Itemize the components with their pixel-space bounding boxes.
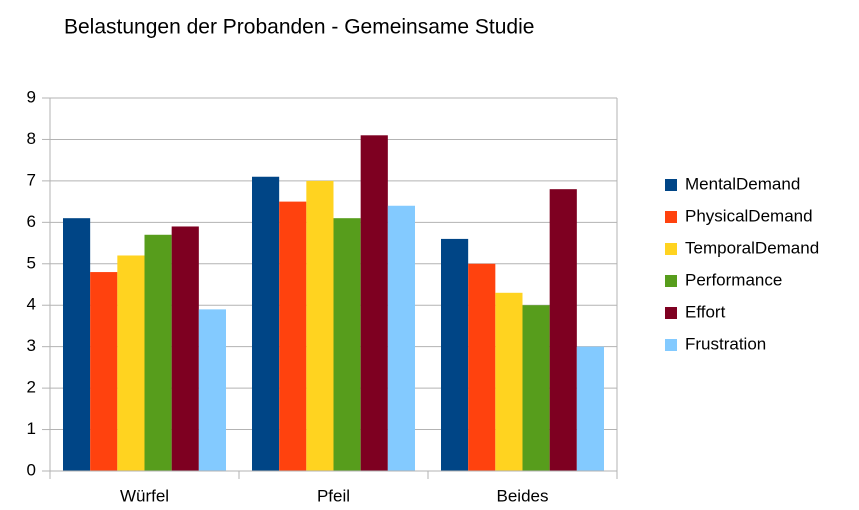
y-tick-label: 6 [27, 212, 36, 231]
y-tick-label: 9 [27, 87, 36, 106]
legend-swatch [665, 179, 677, 191]
y-tick-label: 4 [27, 295, 36, 314]
bar [171, 226, 199, 471]
bar [144, 234, 172, 471]
bar [441, 238, 469, 471]
x-tick-label: Pfeil [317, 486, 350, 505]
legend-label: Performance [685, 270, 782, 289]
bar [252, 176, 280, 471]
y-tick-label: 5 [27, 253, 36, 272]
y-tick-label: 2 [27, 378, 36, 397]
bar [198, 309, 226, 471]
legend-label: PhysicalDemand [685, 206, 813, 225]
legend-swatch [665, 307, 677, 319]
x-tick-label: Würfel [120, 486, 169, 505]
bar [522, 305, 550, 471]
chart-title: Belastungen der Probanden - Gemeinsame S… [64, 16, 534, 39]
bar [360, 135, 388, 472]
bar [549, 189, 577, 471]
legend-label: TemporalDemand [685, 238, 819, 257]
bar [63, 218, 91, 471]
legend-label: MentalDemand [685, 174, 800, 193]
bar [117, 255, 145, 471]
bar [279, 201, 307, 471]
x-tick-label: Beides [497, 486, 549, 505]
bar [468, 263, 496, 471]
legend-swatch [665, 275, 677, 287]
legend-swatch [665, 211, 677, 223]
bar [495, 292, 523, 471]
bar [387, 205, 415, 471]
bar [333, 218, 361, 471]
bar [576, 346, 604, 471]
legend-swatch [665, 243, 677, 255]
y-tick-label: 3 [27, 336, 36, 355]
y-tick-label: 8 [27, 129, 36, 148]
y-tick-label: 0 [27, 460, 36, 479]
bar [90, 272, 118, 471]
legend-label: Effort [685, 302, 726, 321]
legend-label: Frustration [685, 334, 766, 353]
y-tick-label: 1 [27, 419, 36, 438]
bar [306, 180, 334, 471]
legend-swatch [665, 339, 677, 351]
y-tick-label: 7 [27, 170, 36, 189]
